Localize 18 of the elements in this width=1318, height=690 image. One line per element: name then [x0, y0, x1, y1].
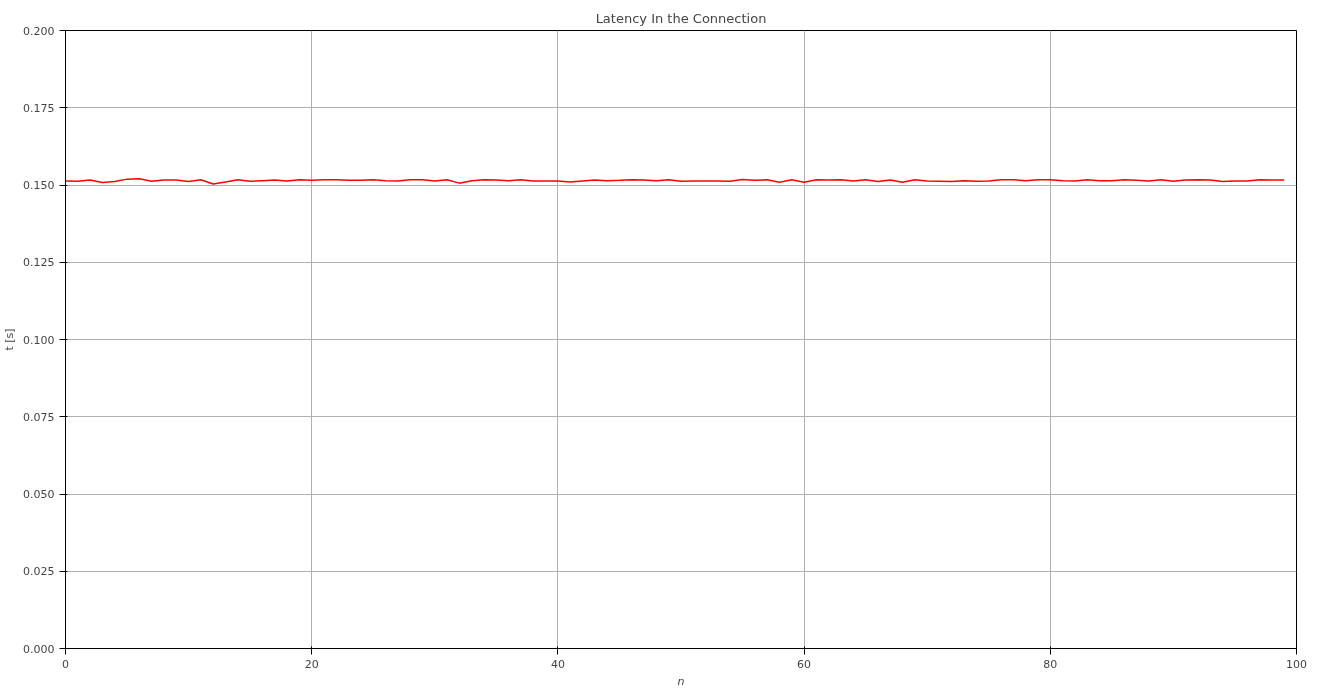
- y-tick-label: 0.125: [23, 256, 55, 270]
- y-tick-label: 0.050: [23, 488, 55, 501]
- y-tick-label: 0.175: [23, 101, 55, 115]
- x-tick-label: 0: [62, 657, 69, 671]
- y-tick-label: 0.025: [23, 565, 55, 579]
- y-axis-title: t [s]: [3, 328, 17, 351]
- chart-title: Latency In the Connection: [595, 10, 767, 26]
- y-tick-label: 0.150: [23, 179, 55, 192]
- x-tick-label: 40: [550, 657, 565, 671]
- y-tick-label: 0.100: [23, 333, 55, 347]
- x-tick-label: 20: [304, 657, 319, 671]
- x-tick-label: 60: [797, 657, 812, 671]
- y-tick-label: 0.075: [23, 410, 55, 424]
- x-axis-title: n: [677, 674, 685, 688]
- x-tick-label: 80: [1043, 657, 1058, 671]
- y-tick-label: 0.200: [23, 24, 55, 38]
- y-tick-label: 0.000: [23, 642, 55, 656]
- x-tick-label: 100: [1286, 657, 1307, 671]
